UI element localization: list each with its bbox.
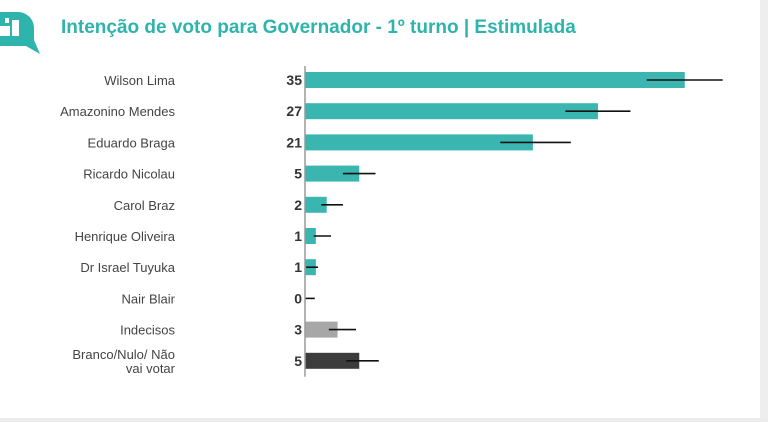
category-label-line: Eduardo Braga: [88, 135, 176, 150]
bar: [305, 72, 685, 88]
category-label-line: Branco/Nulo/ Não: [72, 347, 175, 362]
category-label-line: Wilson Lima: [104, 73, 176, 88]
category-label-line: Amazonino Mendes: [60, 104, 175, 119]
bar: [305, 134, 533, 151]
category-label-line: Henrique Oliveira: [75, 229, 176, 244]
category-label: Henrique Oliveira: [75, 229, 176, 244]
category-label-line: Carol Braz: [114, 198, 175, 213]
category-label: Carol Braz: [114, 198, 175, 213]
right-edge: [760, 0, 768, 422]
value-label: 1: [294, 259, 302, 275]
value-label: 27: [286, 103, 302, 119]
category-label-line: vai votar: [126, 361, 176, 376]
bar: [305, 321, 338, 338]
value-label: 0: [294, 290, 302, 306]
value-label: 2: [294, 197, 302, 213]
bottom-edge: [0, 418, 768, 422]
value-label: 35: [286, 72, 302, 88]
bar: [305, 165, 360, 182]
category-label-line: Dr Israel Tuyuka: [80, 260, 175, 275]
category-label-line: Indecisos: [120, 323, 175, 338]
value-label: 21: [286, 134, 302, 150]
category-label: Amazonino Mendes: [60, 104, 175, 119]
category-label: Nair Blair: [122, 291, 176, 306]
bar: [305, 352, 360, 369]
category-label: Indecisos: [120, 323, 175, 338]
category-label: Ricardo Nicolau: [83, 167, 175, 182]
value-label: 1: [294, 228, 302, 244]
chat-bubble-chart-icon: [0, 12, 40, 54]
category-label: Branco/Nulo/ Não vai votar: [72, 347, 175, 376]
bar: [305, 103, 598, 120]
value-label: 5: [294, 353, 302, 369]
category-label: Wilson Lima: [104, 73, 176, 88]
value-label: 3: [294, 322, 302, 338]
bar: [305, 196, 327, 213]
category-label-line: Nair Blair: [122, 291, 176, 306]
bar: [305, 228, 316, 244]
value-label: 5: [294, 166, 302, 182]
category-label: Eduardo Braga: [88, 135, 176, 150]
category-label: Dr Israel Tuyuka: [80, 260, 175, 275]
category-label-line: Ricardo Nicolau: [83, 167, 175, 182]
chart-title: Intenção de voto para Governador - 1º tu…: [61, 17, 576, 38]
